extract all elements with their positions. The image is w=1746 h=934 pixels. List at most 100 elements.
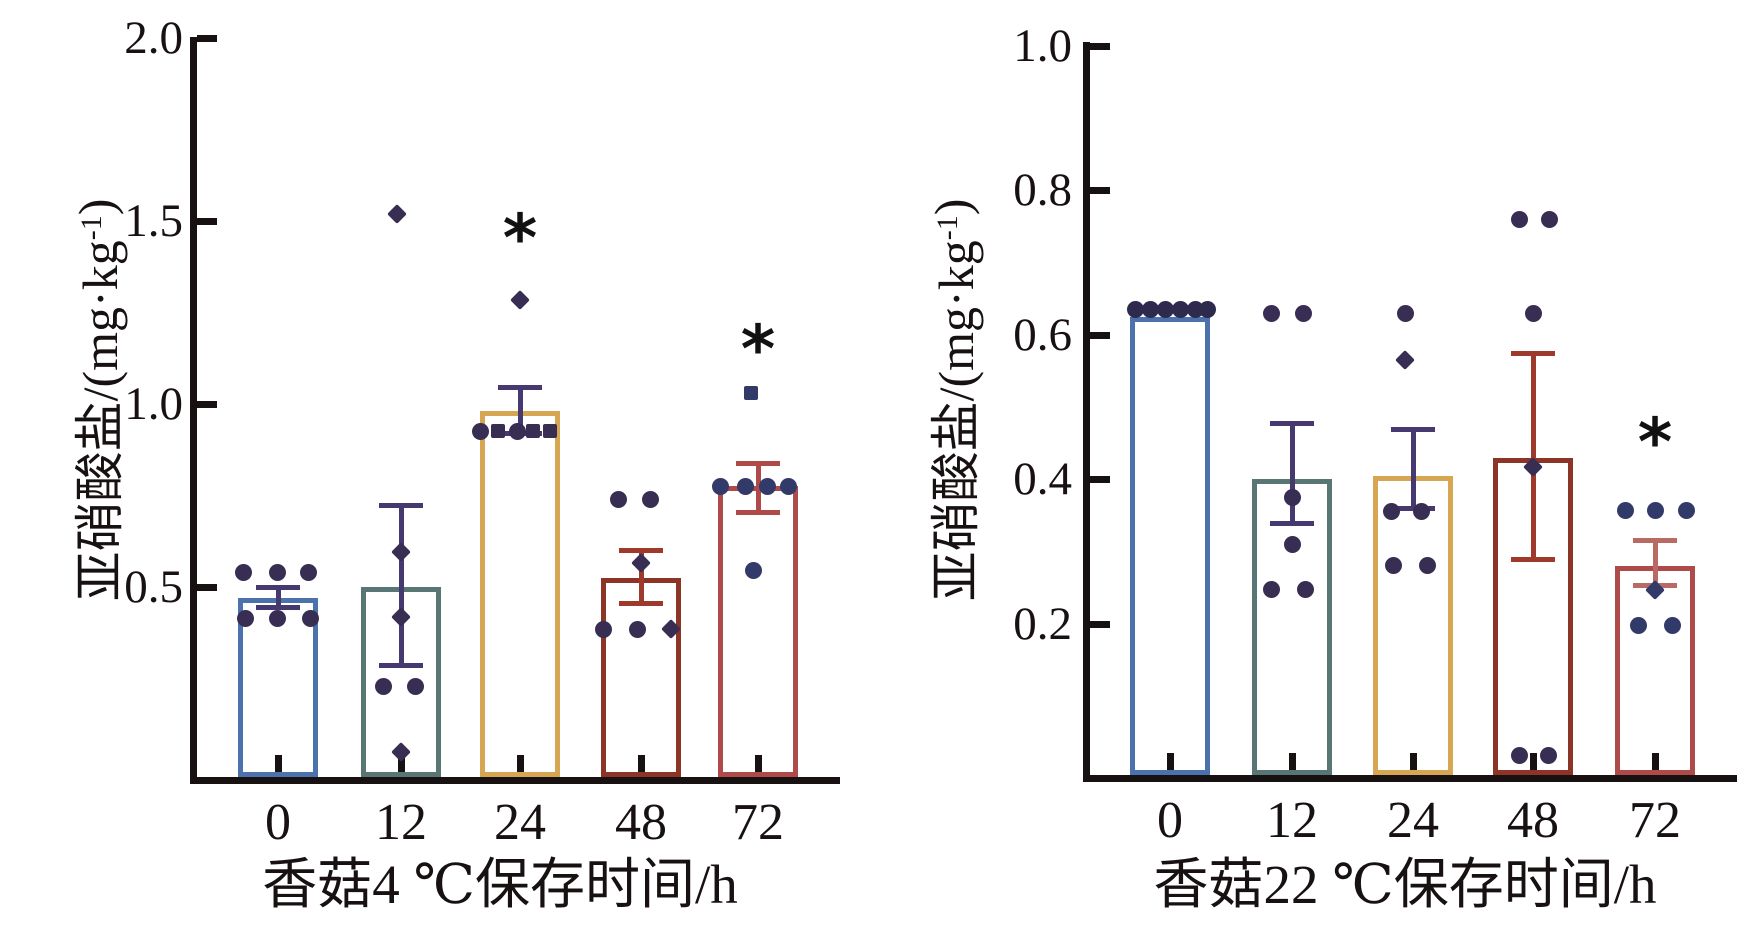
x-tick-label: 48 — [615, 794, 667, 851]
data-point — [744, 386, 758, 401]
data-point — [1141, 301, 1159, 319]
error-bar-line — [398, 505, 404, 665]
data-point — [736, 477, 754, 495]
data-point — [1384, 557, 1402, 575]
x-tick — [755, 755, 762, 777]
y-axis-title: 亚硝酸盐/(mg·kg -1) — [915, 20, 989, 780]
data-point — [491, 424, 505, 439]
data-point — [1418, 557, 1436, 575]
data-point — [1510, 746, 1528, 764]
data-point — [543, 424, 557, 439]
x-tick — [1530, 753, 1537, 775]
x-tick-label: 12 — [1266, 792, 1318, 849]
y-tick-label: 0.8 — [1013, 164, 1072, 217]
data-point — [301, 609, 319, 627]
data-point — [1646, 501, 1664, 519]
y-tick-label: 1.0 — [124, 378, 183, 430]
significance-asterisk: * — [1637, 404, 1673, 482]
data-point — [234, 563, 252, 581]
y-tick — [1090, 476, 1110, 484]
error-bar-line — [1289, 422, 1295, 523]
y-axis-title-superscript: -1 — [931, 215, 964, 241]
data-point — [711, 477, 729, 495]
error-bar-cap-top — [1511, 350, 1555, 356]
y-tick — [1090, 620, 1110, 628]
error-bar-cap-top — [498, 384, 542, 390]
data-point — [1677, 501, 1695, 519]
data-point — [374, 678, 392, 696]
y-tick — [1090, 43, 1110, 50]
data-point — [526, 424, 540, 439]
x-tick — [1289, 753, 1296, 775]
x-tick — [275, 755, 282, 777]
error-bar-line — [1652, 539, 1658, 586]
y-tick — [1090, 187, 1110, 195]
x-tick-label: 24 — [1387, 792, 1439, 849]
x-tick — [1167, 753, 1174, 775]
data-point — [1171, 301, 1189, 319]
y-axis-title-suffix: ) — [924, 198, 980, 216]
data-point — [1539, 746, 1557, 764]
data-point — [1510, 210, 1528, 228]
y-tick-label: 1.0 — [1013, 20, 1072, 72]
data-point — [641, 490, 659, 508]
data-point — [471, 422, 489, 440]
data-point — [406, 678, 424, 696]
data-point — [268, 563, 286, 581]
data-point — [628, 620, 646, 638]
data-point — [508, 422, 526, 440]
data-point — [1283, 488, 1301, 506]
y-axis-title-text: 亚硝酸盐/(mg·kg — [928, 240, 984, 602]
error-bar-line — [275, 587, 281, 608]
x-tick — [517, 755, 524, 777]
error-bar-cap-bottom — [736, 509, 780, 515]
data-point — [1296, 581, 1314, 599]
error-bar-line — [638, 550, 644, 604]
error-bar-cap-bottom — [256, 605, 300, 611]
x-axis-line — [1083, 775, 1737, 782]
error-bar-cap-bottom — [1270, 520, 1314, 526]
data-point — [1294, 304, 1312, 322]
error-bar-cap-top — [619, 548, 663, 554]
error-bar-line — [1530, 352, 1536, 559]
error-bar-cap-bottom — [1511, 556, 1555, 562]
data-point — [1198, 301, 1216, 319]
y-tick — [197, 218, 217, 225]
y-tick-label: 1.5 — [124, 195, 183, 247]
error-bar-cap-top — [1391, 426, 1435, 432]
data-point — [236, 609, 254, 627]
x-tick-label: 24 — [494, 794, 546, 851]
data-point — [1663, 616, 1681, 634]
error-bar-line — [1410, 428, 1416, 509]
error-bar-cap-top — [1270, 420, 1314, 426]
data-point — [779, 477, 797, 495]
y-tick-label: 0.6 — [1013, 308, 1072, 361]
error-bar-line — [517, 386, 523, 434]
data-point — [1262, 304, 1280, 322]
data-point — [1262, 581, 1280, 599]
x-tick-label: 12 — [375, 794, 427, 851]
x-tick-label: 48 — [1507, 792, 1559, 849]
y-tick-label: 0.5 — [124, 561, 183, 613]
x-tick-label: 72 — [732, 794, 784, 851]
data-point — [1156, 301, 1174, 319]
y-axis-line — [1083, 42, 1090, 775]
error-bar-cap-top — [256, 585, 300, 590]
x-tick-label: 0 — [265, 794, 291, 851]
data-point — [744, 562, 762, 580]
y-tick-label: 0.2 — [1013, 597, 1072, 650]
bar-22c-0h — [1130, 316, 1210, 775]
data-point — [1126, 301, 1144, 319]
bar-22c-24h — [1373, 475, 1453, 775]
x-axis-title: 香菇22 ℃保存时间/h — [1153, 854, 1657, 915]
data-point — [1540, 210, 1558, 228]
error-bar-cap-top — [379, 503, 423, 509]
y-tick — [197, 584, 217, 591]
data-point — [1283, 536, 1301, 554]
data-point — [1616, 501, 1634, 519]
data-point — [1396, 304, 1414, 322]
data-point — [609, 490, 627, 508]
y-tick — [197, 35, 217, 42]
y-tick-label: 0.4 — [1013, 453, 1072, 506]
